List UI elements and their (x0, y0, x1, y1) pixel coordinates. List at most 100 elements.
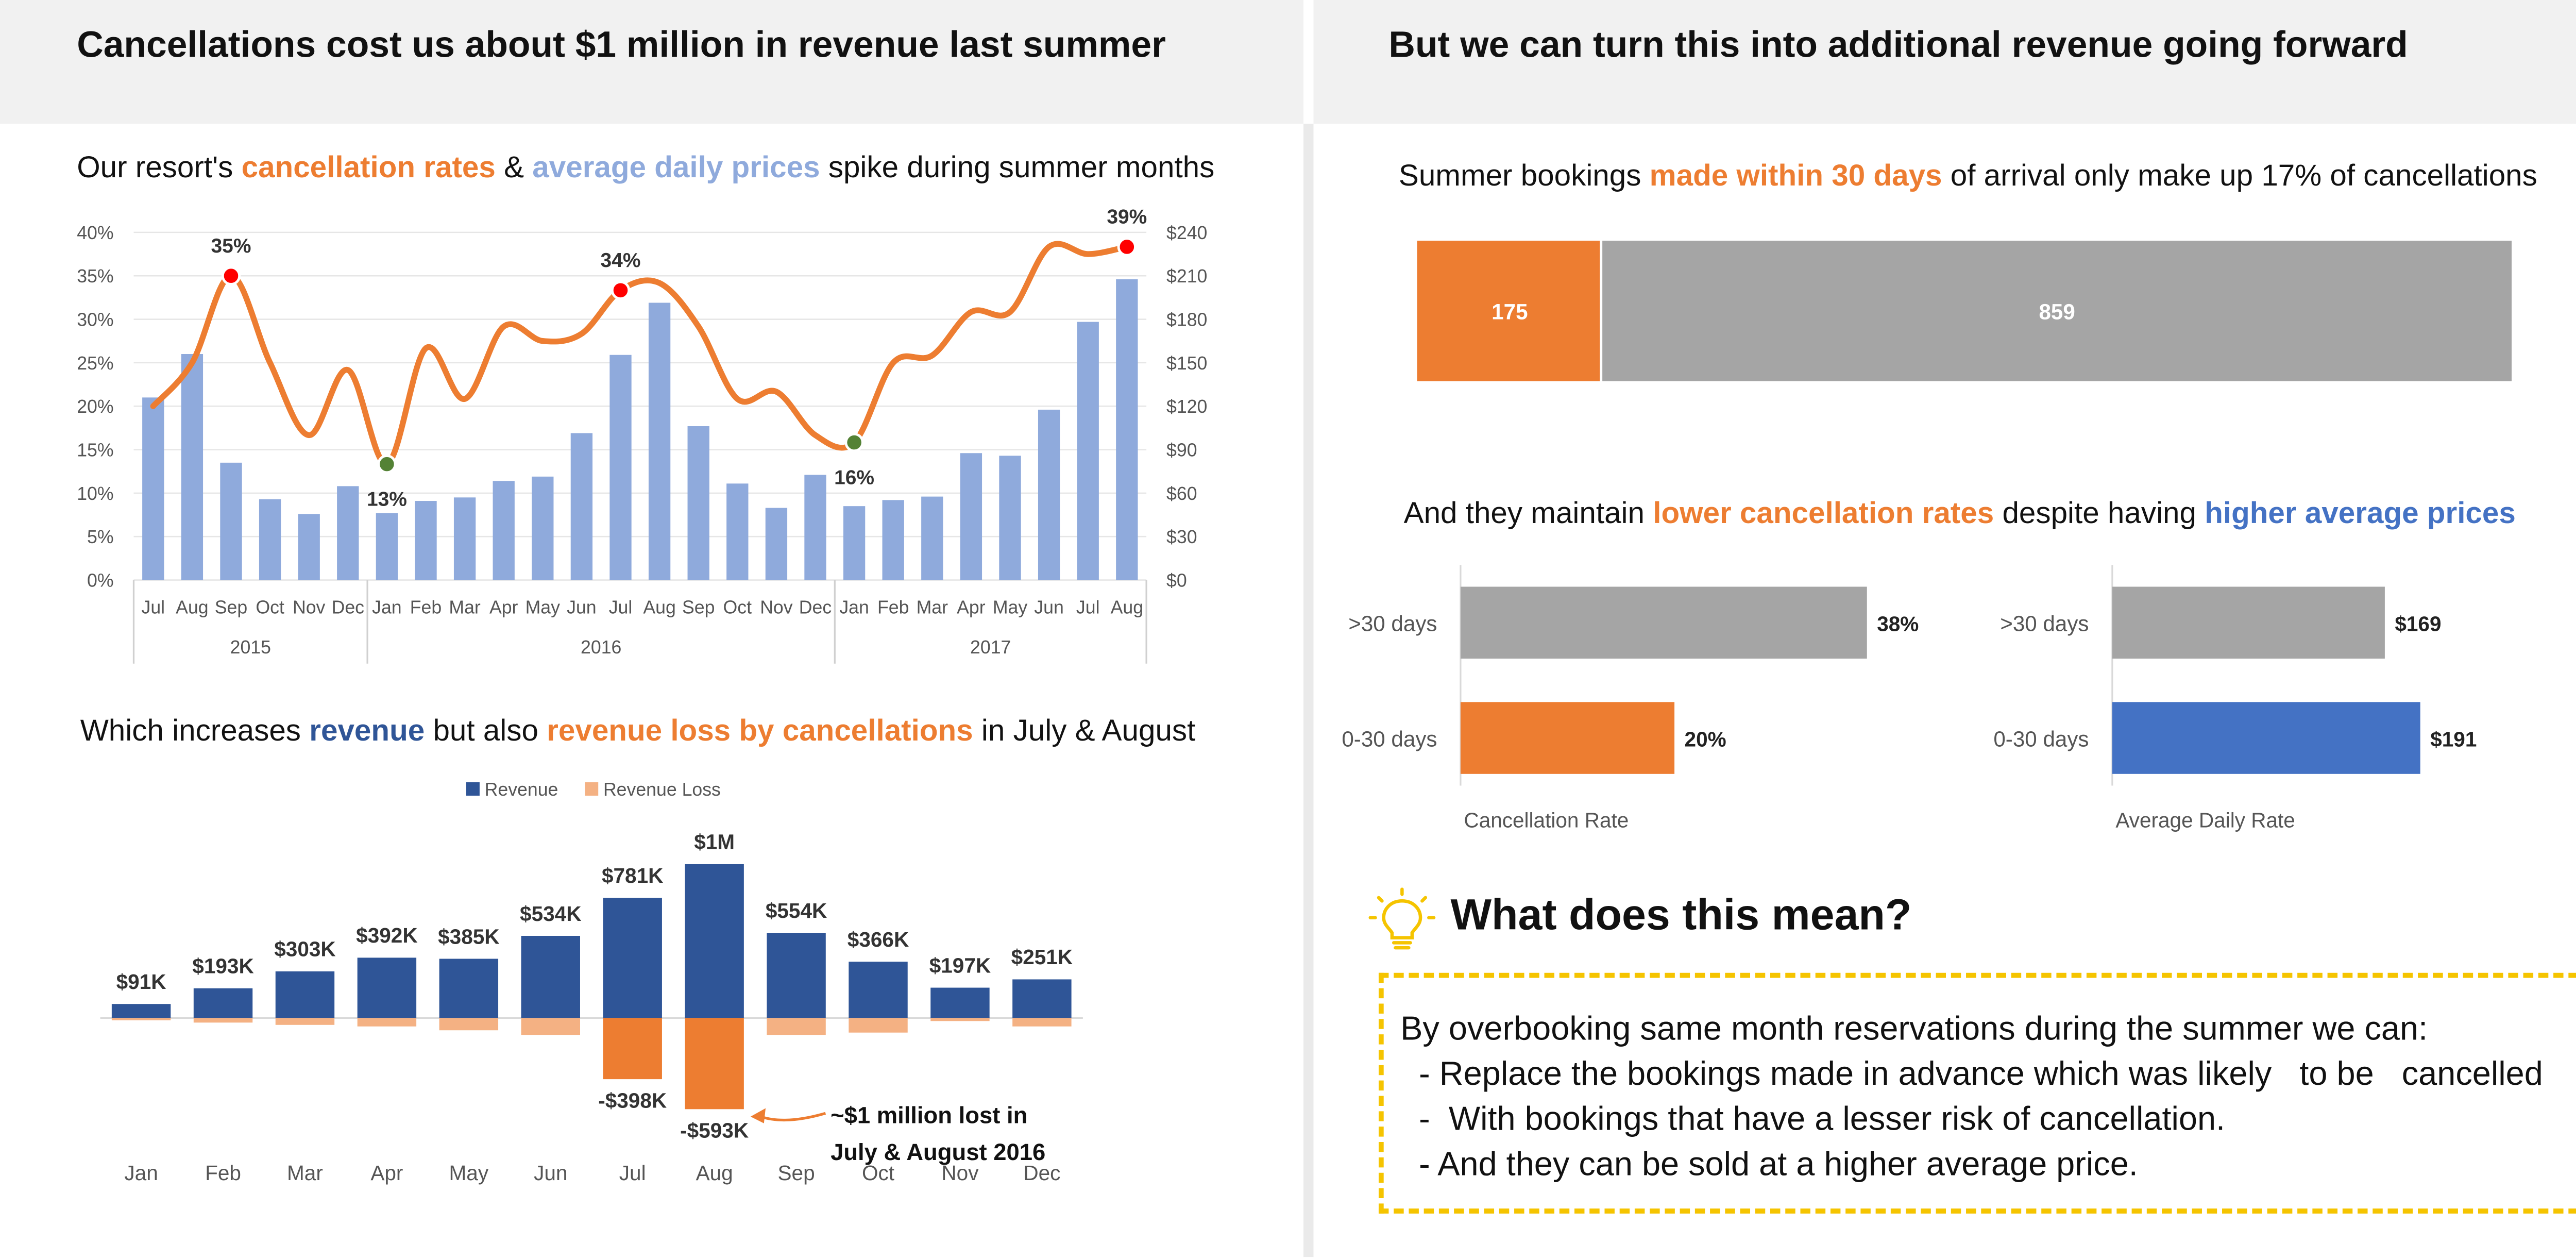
revenue-loss-bar (603, 1018, 662, 1080)
revenue-bar (685, 864, 744, 1018)
x-tick-label: Nov (760, 597, 793, 617)
y-left-tick-label: 30% (77, 310, 113, 330)
cancellation-rate-bar (921, 496, 943, 580)
revenue-bar (275, 971, 335, 1018)
x-tick-label: Feb (877, 597, 909, 617)
y-left-tick-label: 10% (77, 483, 113, 504)
cancellation-rate-bar (1077, 322, 1099, 580)
revenue-data-label: $392K (356, 923, 417, 947)
x-tick-label: Oct (862, 1161, 894, 1185)
annotation-text-line2: July & August 2016 (831, 1139, 1045, 1165)
chart4-subtitle-part3: despite having (1994, 496, 2205, 530)
chart3-subtitle: Summer bookings made within 30 days of a… (1399, 159, 2537, 194)
cancellation-rate-bar (999, 456, 1021, 580)
revenue-data-label: $1M (694, 830, 735, 854)
point-annotation-label: 13% (367, 489, 407, 511)
y-right-tick-label: $150 (1166, 353, 1207, 374)
revenue-loss-bar (193, 1018, 253, 1023)
meaning-line: - Replace the bookings made in advance w… (1400, 1056, 2543, 1094)
cancellation-share-segment (1602, 241, 2512, 381)
segment-data-label: 859 (2039, 300, 2075, 324)
y-left-tick-label: 35% (77, 266, 113, 287)
x-year-label: 2017 (970, 637, 1011, 658)
chart3-subtitle-part3: of arrival only make up 17% of cancellat… (1942, 159, 2537, 193)
chart2-subtitle-part2: revenue (309, 714, 425, 747)
segment-data-label: 175 (1492, 300, 1528, 324)
revenue-data-label: $303K (274, 937, 335, 961)
x-tick-label: Aug (1111, 597, 1143, 617)
cancellation-rate-bar (532, 476, 554, 580)
chart1-subtitle: Our resort's cancellation rates & averag… (77, 150, 1214, 186)
meaning-line: - And they can be sold at a higher avera… (1400, 1147, 2138, 1184)
cancellation-rate-bar (259, 499, 281, 580)
chart3-subtitle-part1: Summer bookings (1398, 159, 1650, 193)
chart2-subtitle-part4: revenue loss by cancellations (547, 714, 973, 747)
cancellation-rate-bar (376, 513, 398, 580)
revenue-loss-bar (111, 1018, 171, 1020)
revenue-bar (439, 959, 499, 1018)
x-tick-label: Jun (567, 597, 597, 617)
y-right-tick-label: $60 (1166, 483, 1197, 504)
revenue-loss-bar (521, 1018, 580, 1035)
cancellation-rate-bar (337, 486, 359, 580)
legend-label: Revenue Loss (603, 779, 721, 800)
y-right-tick-label: $240 (1166, 223, 1207, 243)
revenue-bar (193, 988, 253, 1018)
cancellation-rate-bar (493, 481, 515, 580)
revenue-data-label: $197K (929, 953, 991, 977)
point-annotation-label: 16% (834, 467, 874, 489)
revenue-data-label: $781K (602, 864, 663, 887)
revenue-data-label: $251K (1011, 945, 1073, 969)
y-left-tick-label: 25% (77, 353, 113, 374)
legend-swatch (585, 782, 599, 796)
x-tick-label: Dec (1023, 1161, 1060, 1185)
x-tick-label: Jan (372, 597, 402, 617)
x-tick-label: Nov (293, 597, 326, 617)
revenue-loss-bar (357, 1018, 417, 1027)
cancellation-rate-by-lead-time-chart: 38% >30 days 20% 0-30 days Cancellation Rate (1342, 565, 1919, 832)
x-tick-label: Dec (332, 597, 364, 617)
max-point-marker (221, 266, 241, 285)
y-right-tick-label: $180 (1166, 310, 1207, 330)
category-label: >30 days (2000, 611, 2089, 635)
y-left-tick-label: 5% (87, 527, 114, 547)
revenue-loss-bar (767, 1018, 826, 1035)
lead-time-bar (1460, 702, 1675, 774)
x-tick-label: Apr (957, 597, 986, 617)
chart2-subtitle-part1: Which increases (80, 714, 310, 747)
y-right-tick-label: $120 (1166, 396, 1207, 417)
chart2-subtitle-part5: in July & August (973, 714, 1196, 747)
cancellation-rate-bar (415, 501, 437, 580)
revenue-data-label: $534K (520, 902, 581, 926)
cancellation-rate-bar (843, 506, 866, 580)
x-tick-label: Mar (287, 1161, 323, 1185)
min-point-marker (377, 454, 397, 474)
min-point-marker (844, 432, 864, 452)
revenue-loss-bar (439, 1018, 499, 1031)
left-header: Cancellations cost us about $1 million i… (0, 0, 1304, 124)
lead-time-bar (2112, 586, 2385, 659)
cancellation-rate-bar (181, 354, 204, 580)
cancellation-rate-bar (804, 475, 826, 580)
point-annotation-label: 34% (601, 249, 641, 272)
cancellation-rate-bar (142, 397, 164, 580)
lead-time-bar (1460, 586, 1867, 659)
x-tick-label: Jul (609, 597, 633, 617)
max-point-marker (1117, 237, 1137, 257)
chart1-subtitle-part3: & (495, 150, 533, 184)
lightbulb-icon (1368, 887, 1436, 950)
cancellation-rate-bar (1116, 279, 1138, 580)
left-header-title: Cancellations cost us about $1 million i… (77, 23, 1166, 65)
chart2-subtitle: Which increases revenue but also revenue… (80, 714, 1196, 749)
revenue-bar (521, 936, 580, 1018)
cancellation-rate-bar (765, 508, 788, 580)
category-label: 0-30 days (1342, 727, 1437, 751)
revenue-bar (1012, 979, 1072, 1018)
y-right-tick-label: $30 (1166, 527, 1197, 547)
revenue-data-label: $193K (192, 954, 253, 978)
cancellation-rate-bar (1038, 409, 1060, 580)
x-tick-label: May (449, 1161, 489, 1185)
x-tick-label: Oct (256, 597, 284, 617)
revenue-bar (603, 898, 662, 1018)
chart4-subtitle-part4: higher average prices (2205, 496, 2516, 530)
